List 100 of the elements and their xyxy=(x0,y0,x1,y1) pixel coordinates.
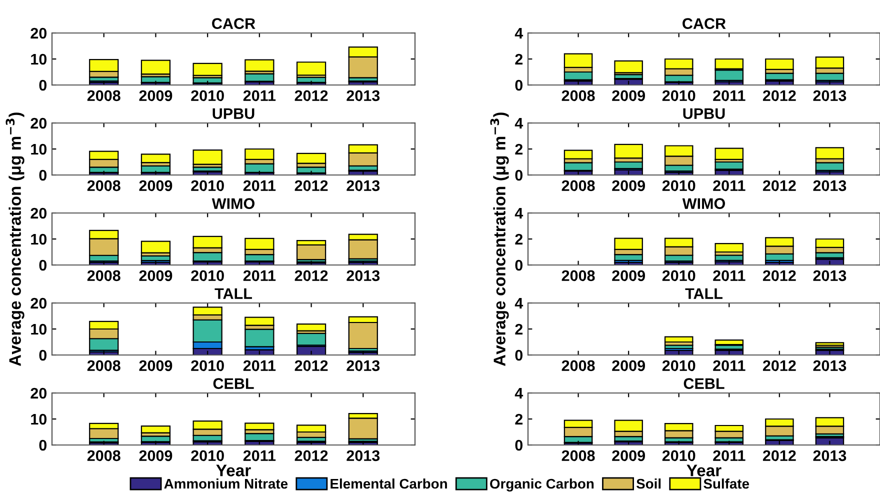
x-tick-label: 2013 xyxy=(346,270,380,282)
chart-title: UPBU xyxy=(212,108,254,119)
chart-title: TALL xyxy=(685,288,722,299)
x-tick-label: 2013 xyxy=(813,180,846,192)
y-tick-label: 2 xyxy=(515,414,523,425)
x-tick-label: 2011 xyxy=(243,450,276,462)
x-tick-label: 2008 xyxy=(562,90,595,102)
x-tick-label: 2011 xyxy=(713,450,746,462)
chart-title: CACR xyxy=(212,18,256,29)
legend-label: Ammonium Nitrate xyxy=(164,478,288,489)
y-tick-label: 2 xyxy=(515,324,523,335)
x-tick-label: 2012 xyxy=(294,90,328,102)
y-tick-label: 0 xyxy=(39,260,47,271)
x-tick-label: 2008 xyxy=(87,90,120,102)
y-tick-label: 0 xyxy=(39,440,47,451)
legend-label: Elemental Carbon xyxy=(330,478,447,489)
x-tick-label: 2011 xyxy=(243,270,276,282)
x-tick-label: 2012 xyxy=(294,270,328,282)
x-tick-label: 2013 xyxy=(346,360,380,372)
y-tick-label: 20 xyxy=(30,388,47,399)
y-tick-label: 2 xyxy=(515,54,523,65)
x-tick-label: 2012 xyxy=(294,180,328,192)
x-tick-label: 2009 xyxy=(612,270,645,282)
x-tick-label: 2012 xyxy=(762,270,796,282)
x-tick-label: 2008 xyxy=(562,450,595,462)
x-tick-label: 2009 xyxy=(612,360,645,372)
x-axis-title: Year xyxy=(686,464,722,476)
x-tick-label: 2013 xyxy=(346,450,380,462)
y-tick-label: 20 xyxy=(30,208,47,219)
chart-title: CEBL xyxy=(684,378,724,389)
x-tick-label: 2013 xyxy=(813,270,846,282)
chart-title: UPBU xyxy=(683,108,725,119)
x-tick-label: 2013 xyxy=(346,90,380,102)
x-tick-label: 2010 xyxy=(191,180,224,192)
x-tick-label: 2012 xyxy=(294,360,328,372)
x-tick-label: 2013 xyxy=(813,90,846,102)
chart-title: WIMO xyxy=(212,198,254,209)
x-tick-label: 2011 xyxy=(713,270,746,282)
x-axis-title: Year xyxy=(216,464,251,476)
x-tick-label: 2009 xyxy=(139,360,172,372)
y-tick-label: 0 xyxy=(39,350,47,361)
chart-title: CEBL xyxy=(213,378,254,389)
x-tick-label: 2008 xyxy=(87,450,120,462)
x-tick-label: 2012 xyxy=(762,360,796,372)
y-tick-label: 4 xyxy=(514,208,524,219)
x-tick-label: 2012 xyxy=(762,180,796,192)
x-tick-label: 2008 xyxy=(562,270,595,282)
x-tick-label: 2009 xyxy=(139,180,172,192)
x-tick-label: 2011 xyxy=(243,180,276,192)
y-axis-title: Average concentration (μg m$^{−3}$) xyxy=(490,112,509,366)
y-tick-label: 4 xyxy=(514,298,524,309)
x-tick-label: 2008 xyxy=(87,360,120,372)
y-tick-label: 0 xyxy=(515,80,523,91)
y-tick-label: 4 xyxy=(514,118,524,129)
y-tick-label: 20 xyxy=(30,118,47,129)
chart-title: WIMO xyxy=(682,198,725,209)
x-tick-label: 2009 xyxy=(139,450,172,462)
x-tick-label: 2013 xyxy=(813,450,846,462)
x-tick-label: 2008 xyxy=(562,180,595,192)
y-tick-label: 0 xyxy=(515,170,523,181)
legend-label: Soil xyxy=(636,478,661,489)
x-tick-label: 2010 xyxy=(662,270,696,282)
y-tick-label: 20 xyxy=(30,28,47,39)
x-tick-label: 2011 xyxy=(713,90,746,102)
x-tick-label: 2008 xyxy=(87,180,120,192)
y-tick-label: 10 xyxy=(31,324,47,335)
y-tick-label: 10 xyxy=(31,414,47,425)
y-tick-label: 0 xyxy=(515,260,523,271)
y-tick-label: 10 xyxy=(31,54,47,65)
y-tick-label: 2 xyxy=(515,144,523,155)
x-tick-label: 2009 xyxy=(612,180,645,192)
y-tick-label: 4 xyxy=(514,28,524,39)
x-tick-label: 2013 xyxy=(813,360,846,372)
y-tick-label: 0 xyxy=(39,80,47,91)
x-tick-label: 2012 xyxy=(762,450,796,462)
y-axis-title: Average concentration (μg m$^{−3}$) xyxy=(6,112,24,366)
x-tick-label: 2011 xyxy=(713,360,746,372)
legend-label: Sulfate xyxy=(704,478,750,489)
x-tick-label: 2009 xyxy=(139,270,172,282)
x-tick-label: 2009 xyxy=(612,90,645,102)
x-tick-label: 2010 xyxy=(191,360,224,372)
chart-title: CACR xyxy=(682,18,726,29)
x-tick-label: 2008 xyxy=(87,270,120,282)
x-tick-label: 2010 xyxy=(191,270,224,282)
x-tick-label: 2010 xyxy=(662,450,696,462)
y-tick-label: 10 xyxy=(31,144,47,155)
x-tick-label: 2009 xyxy=(139,90,172,102)
x-tick-label: 2010 xyxy=(662,90,696,102)
legend-label: Organic Carbon xyxy=(490,478,594,492)
y-tick-label: 2 xyxy=(515,234,523,245)
y-tick-label: 0 xyxy=(515,440,523,451)
x-tick-label: 2013 xyxy=(346,180,380,192)
x-tick-label: 2010 xyxy=(662,360,696,372)
x-tick-label: 2012 xyxy=(294,450,328,462)
x-tick-label: 2010 xyxy=(191,90,224,102)
x-tick-label: 2010 xyxy=(662,180,696,192)
x-tick-label: 2010 xyxy=(191,450,224,462)
x-tick-label: 2011 xyxy=(713,180,746,192)
x-tick-label: 2009 xyxy=(612,450,645,462)
x-tick-label: 2011 xyxy=(243,90,276,102)
